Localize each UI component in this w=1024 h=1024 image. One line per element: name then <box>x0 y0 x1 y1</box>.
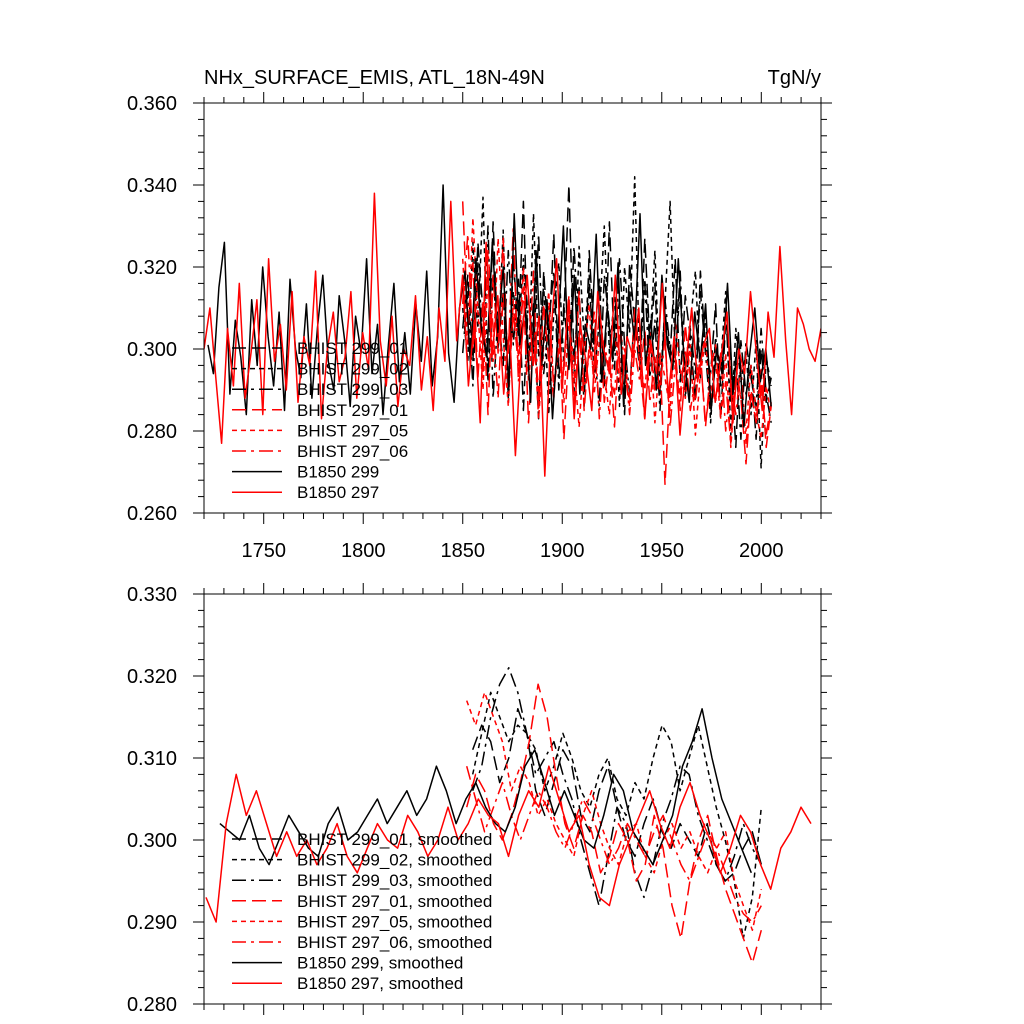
top-y-tick-label: 0.260 <box>127 503 177 525</box>
top-y-tick-label: 0.360 <box>127 93 177 115</box>
bottom-series-group <box>205 667 812 964</box>
top-series-group <box>204 176 821 486</box>
chart-units: TgN/y <box>768 67 821 89</box>
bottom-y-tick-label: 0.310 <box>127 748 177 770</box>
bottom-series-line-7 <box>205 765 812 923</box>
bottom-legend-label: BHIST 299_02, smoothed <box>297 851 492 870</box>
top-x-tick-label: 1900 <box>540 540 585 562</box>
top-series-line-7 <box>204 192 821 477</box>
bottom-y-tick-label: 0.330 <box>127 584 177 606</box>
bottom-series-line-0 <box>471 708 763 882</box>
bottom-series-line-3 <box>465 683 763 964</box>
top-legend-label: BHIST 299_03 <box>297 380 408 399</box>
top-legend-label: BHIST 299_01 <box>297 339 408 358</box>
bottom-y-tick-label: 0.290 <box>127 912 177 934</box>
top-y-tick-label: 0.300 <box>127 339 177 361</box>
top-legend-label: BHIST 299_02 <box>297 360 408 379</box>
chart-title: NHx_SURFACE_EMIS, ATL_18N-49N <box>204 67 545 89</box>
bottom-series-line-2 <box>471 667 762 907</box>
top-legend-label: BHIST 297_05 <box>297 421 408 440</box>
top-y-tick-label: 0.320 <box>127 257 177 279</box>
top-x-tick-label: 1800 <box>341 540 386 562</box>
top-x-tick-label: 1950 <box>640 540 685 562</box>
bottom-panel: 0.280 0.290 0.300 0.310 0.320 0.330 BHIST 299_… <box>127 583 832 1016</box>
top-legend-label: BHIST 297_01 <box>297 401 408 420</box>
bottom-y-tick-label: 0.300 <box>127 830 177 852</box>
bottom-series-line-4 <box>465 691 763 931</box>
top-legend-label: BHIST 297_06 <box>297 442 408 461</box>
bottom-legend-label: BHIST 297_05, smoothed <box>297 912 492 931</box>
top-x-tick-label: 2000 <box>739 540 784 562</box>
top-legend-label: B1850 297 <box>297 483 379 502</box>
bottom-legend-label: B1850 299, smoothed <box>297 954 463 973</box>
bottom-plot-frame <box>203 593 822 1005</box>
bottom-legend-label: BHIST 297_06, smoothed <box>297 933 492 952</box>
top-plot-frame <box>203 102 822 514</box>
top-y-tick-label: 0.340 <box>127 175 177 197</box>
top-panel: 1750 1800 1850 1900 1950 2000 0.260 0.280 0.300 0… <box>127 92 832 562</box>
top-x-tick-label: 1850 <box>440 540 485 562</box>
top-series-line-3 <box>461 201 772 486</box>
bottom-legend-label: BHIST 299_01, smoothed <box>297 830 492 849</box>
top-y-tick-label: 0.280 <box>127 421 177 443</box>
bottom-legend-label: B1850 297, smoothed <box>297 974 463 993</box>
bottom-legend-label: BHIST 297_01, smoothed <box>297 892 492 911</box>
bottom-series-line-6 <box>219 708 752 874</box>
bottom-y-tick-label: 0.320 <box>127 666 177 688</box>
top-x-tick-label: 1750 <box>241 540 286 562</box>
top-legend-label: B1850 299 <box>297 463 379 482</box>
bottom-y-tick-label: 0.280 <box>127 994 177 1016</box>
bottom-series-line-1 <box>471 691 763 940</box>
bottom-legend: BHIST 299_01, smoothed BHIST 299_02, smoo… <box>232 830 492 993</box>
bottom-legend-label: BHIST 299_03, smoothed <box>297 871 492 890</box>
